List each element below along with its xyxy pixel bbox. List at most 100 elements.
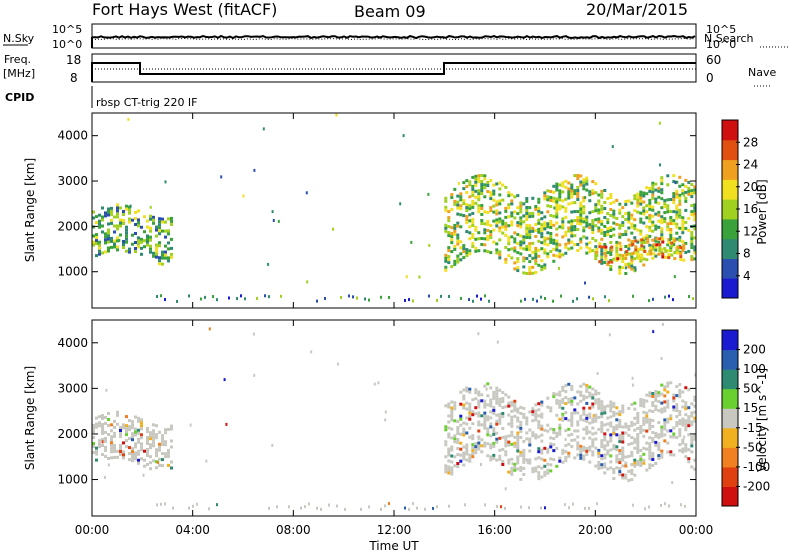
scatter-cell (280, 294, 282, 298)
scatter-cell (627, 469, 631, 473)
scatter-cell (436, 298, 438, 302)
scatter-cell (486, 382, 490, 386)
scatter-cell (546, 447, 550, 451)
scatter-cell (483, 177, 487, 181)
scatter-cell (170, 255, 173, 259)
scatter-cell (657, 186, 661, 190)
scatter-cell (167, 427, 170, 431)
scatter-cell (564, 450, 568, 454)
scatter-cell (663, 202, 667, 206)
scatter-cell (636, 460, 640, 463)
scatter-cell (92, 210, 95, 214)
scatter-cell (649, 252, 653, 256)
scatter-cell (462, 247, 466, 251)
scatter-cell (134, 433, 137, 437)
scatter-cell (639, 401, 643, 404)
scatter-cell (582, 409, 586, 413)
scatter-cell (681, 189, 685, 193)
scatter-cell (95, 221, 98, 225)
scatter-cell (639, 259, 643, 263)
scatter-cell (615, 249, 619, 253)
scatter-cell (474, 406, 478, 410)
scatter-cell (600, 258, 604, 262)
scatter-cell (591, 387, 595, 391)
scatter-cell (504, 245, 508, 249)
scatter-cell (498, 202, 502, 206)
scatter-cell (101, 417, 104, 420)
scatter-cell (480, 213, 484, 216)
scatter-cell (477, 435, 481, 439)
scatter-cell (119, 221, 122, 225)
scatter-cell (630, 222, 634, 226)
scatter-cell (474, 195, 478, 199)
scatter-cell (584, 196, 587, 199)
scatter-cell (660, 401, 664, 405)
scatter-cell (609, 466, 613, 470)
scatter-cell (555, 182, 559, 186)
scatter-cell (672, 399, 676, 403)
scatter-cell (654, 395, 658, 399)
power-ylabel: Slant Range [km] (23, 158, 37, 262)
scatter-cell (444, 470, 448, 474)
scatter-cell (592, 297, 594, 301)
scatter-cell (642, 422, 646, 426)
scatter-cell (447, 453, 451, 457)
scatter-cell (639, 217, 643, 221)
scatter-cell (648, 418, 652, 422)
scatter-cell (528, 224, 532, 228)
scatter-cell (582, 235, 586, 239)
scatter-cell (125, 231, 128, 235)
scatter-cell (639, 449, 643, 452)
scatter-cell (220, 175, 223, 179)
scatter-cell (618, 253, 622, 257)
scatter-cell (477, 441, 481, 445)
scatter-cell (636, 433, 640, 436)
scatter-cell (657, 252, 661, 256)
scatter-cell (609, 208, 613, 211)
scatter-cell (585, 179, 589, 183)
scatter-cell (594, 239, 598, 243)
scatter-cell (104, 430, 107, 434)
scatter-cell (504, 260, 508, 264)
scatter-cell (528, 506, 530, 510)
scatter-cell (501, 231, 505, 235)
scatter-cell (564, 444, 568, 448)
scatter-cell (639, 398, 643, 401)
scatter-cell (645, 429, 649, 433)
scatter-cell (167, 241, 170, 245)
scatter-cell (513, 408, 517, 412)
scatter-cell (459, 414, 463, 418)
scatter-cell (534, 205, 538, 208)
scatter-cell (155, 234, 158, 238)
scatter-cell (519, 219, 523, 223)
scatter-cell (588, 391, 592, 395)
scatter-cell (316, 506, 318, 510)
scatter-cell (516, 266, 520, 270)
scatter-cell (585, 401, 589, 405)
scatter-cell (609, 253, 613, 256)
scatter-cell (640, 241, 644, 245)
scatter-cell (516, 443, 520, 447)
scatter-cell (570, 246, 574, 250)
scatter-cell (639, 428, 643, 431)
scatter-cell (546, 243, 550, 247)
scatter-cell (137, 239, 140, 243)
scatter-cell (137, 458, 140, 462)
scatter-cell (525, 224, 529, 227)
scatter-cell (160, 502, 162, 506)
scatter-cell (693, 467, 697, 471)
scatter-cell (576, 174, 580, 177)
scatter-cell (633, 422, 637, 426)
scatter-cell (531, 226, 535, 230)
scatter-cell (143, 239, 146, 243)
scatter-cell (597, 466, 601, 470)
scatter-cell (462, 394, 466, 398)
time-axis-label: Time UT (368, 539, 419, 553)
scatter-cell (687, 421, 691, 425)
scatter-cell (149, 229, 152, 233)
scatter-cell (477, 423, 481, 427)
scatter-cell (462, 433, 466, 437)
scatter-cell (483, 195, 487, 199)
scatter-cell (690, 441, 694, 445)
scatter-cell (119, 444, 122, 447)
